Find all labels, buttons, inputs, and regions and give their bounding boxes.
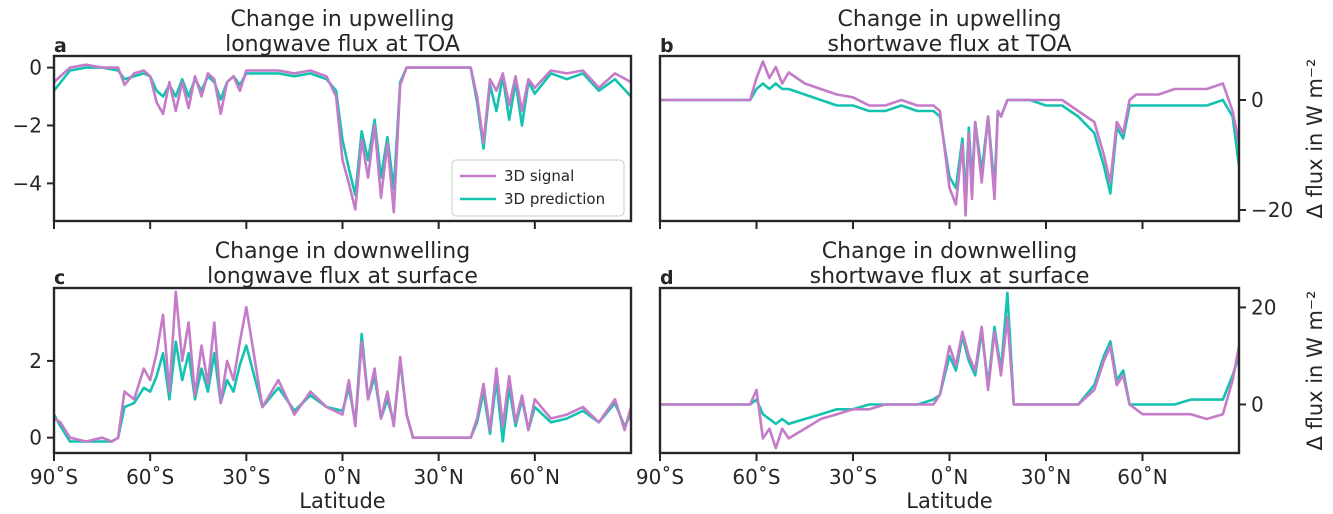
x-axis-label: Latitude	[299, 489, 385, 513]
panel-letter: c	[54, 267, 65, 289]
panel-title-line1: Change in downwelling	[215, 239, 470, 264]
y-tick-label: 0	[29, 56, 42, 80]
y-tick-label: 0	[1251, 88, 1264, 112]
panel-title-line1: Change in downwelling	[822, 239, 1077, 264]
y-tick-label: 2	[29, 349, 42, 373]
legend-label-signal: 3D signal	[504, 167, 574, 185]
x-tick-label: 0˚N	[324, 465, 362, 489]
series-line-signal	[660, 315, 1239, 450]
y-tick-label: −2	[13, 113, 42, 137]
x-tick-label: 30˚N	[413, 465, 463, 489]
series-line-signal	[54, 290, 631, 443]
series-line-prediction	[54, 332, 631, 443]
plot-frame	[52, 286, 633, 455]
x-tick-label: 60˚N	[1117, 465, 1167, 489]
panel-letter: b	[660, 35, 674, 57]
panel-title-line2: longwave flux at surface	[207, 264, 478, 289]
x-axis-label: Latitude	[906, 489, 992, 513]
x-tick-label: 30˚N	[1021, 465, 1071, 489]
panel-title-line1: Change in upwelling	[231, 7, 455, 32]
plot-frame	[658, 54, 1241, 223]
y-axis-label: Δ flux in W m⁻²	[1303, 291, 1327, 451]
y-tick-label: 0	[1251, 392, 1264, 416]
panel-title-line2: longwave flux at TOA	[225, 32, 460, 57]
x-tick-label: 60˚N	[510, 465, 560, 489]
x-tick-label: 30˚S	[829, 465, 877, 489]
panel-title-line2: shortwave flux at TOA	[828, 32, 1072, 57]
panel-letter: a	[54, 35, 67, 57]
x-tick-label: 30˚S	[222, 465, 270, 489]
series-line-signal	[660, 60, 1239, 217]
x-tick-label: 60˚S	[126, 465, 174, 489]
x-tick-label: 60˚S	[732, 465, 780, 489]
series-line-signal	[54, 63, 631, 214]
legend-label-prediction: 3D prediction	[504, 190, 605, 208]
legend: 3D signal 3D prediction	[451, 159, 625, 217]
panel-title-line1: Change in upwelling	[838, 7, 1062, 32]
y-tick-label: 0	[29, 426, 42, 450]
y-axis-label: Δ flux in W m⁻²	[1303, 59, 1327, 219]
panel-d: 20 0 90˚S 60˚S 30˚S 0˚N 30˚N 60˚N Latitude Change…	[636, 239, 1327, 513]
x-tick-label: 90˚S	[30, 465, 78, 489]
x-tick-label: 0˚N	[931, 465, 969, 489]
panel-c: 0 2 90˚S 60˚S 30˚S 0˚N 30˚N 60˚N Latitude Change …	[29, 239, 633, 513]
y-tick-label: 20	[1251, 295, 1276, 319]
panel-title-line2: shortwave flux at surface	[810, 264, 1090, 289]
x-tick-label: 90˚S	[636, 465, 684, 489]
legend-box	[451, 159, 625, 217]
plot-frame	[658, 286, 1241, 455]
y-tick-label: −20	[1251, 198, 1293, 222]
series-line-prediction	[54, 66, 631, 197]
panel-letter: d	[660, 267, 674, 289]
y-tick-label: −4	[13, 171, 42, 195]
